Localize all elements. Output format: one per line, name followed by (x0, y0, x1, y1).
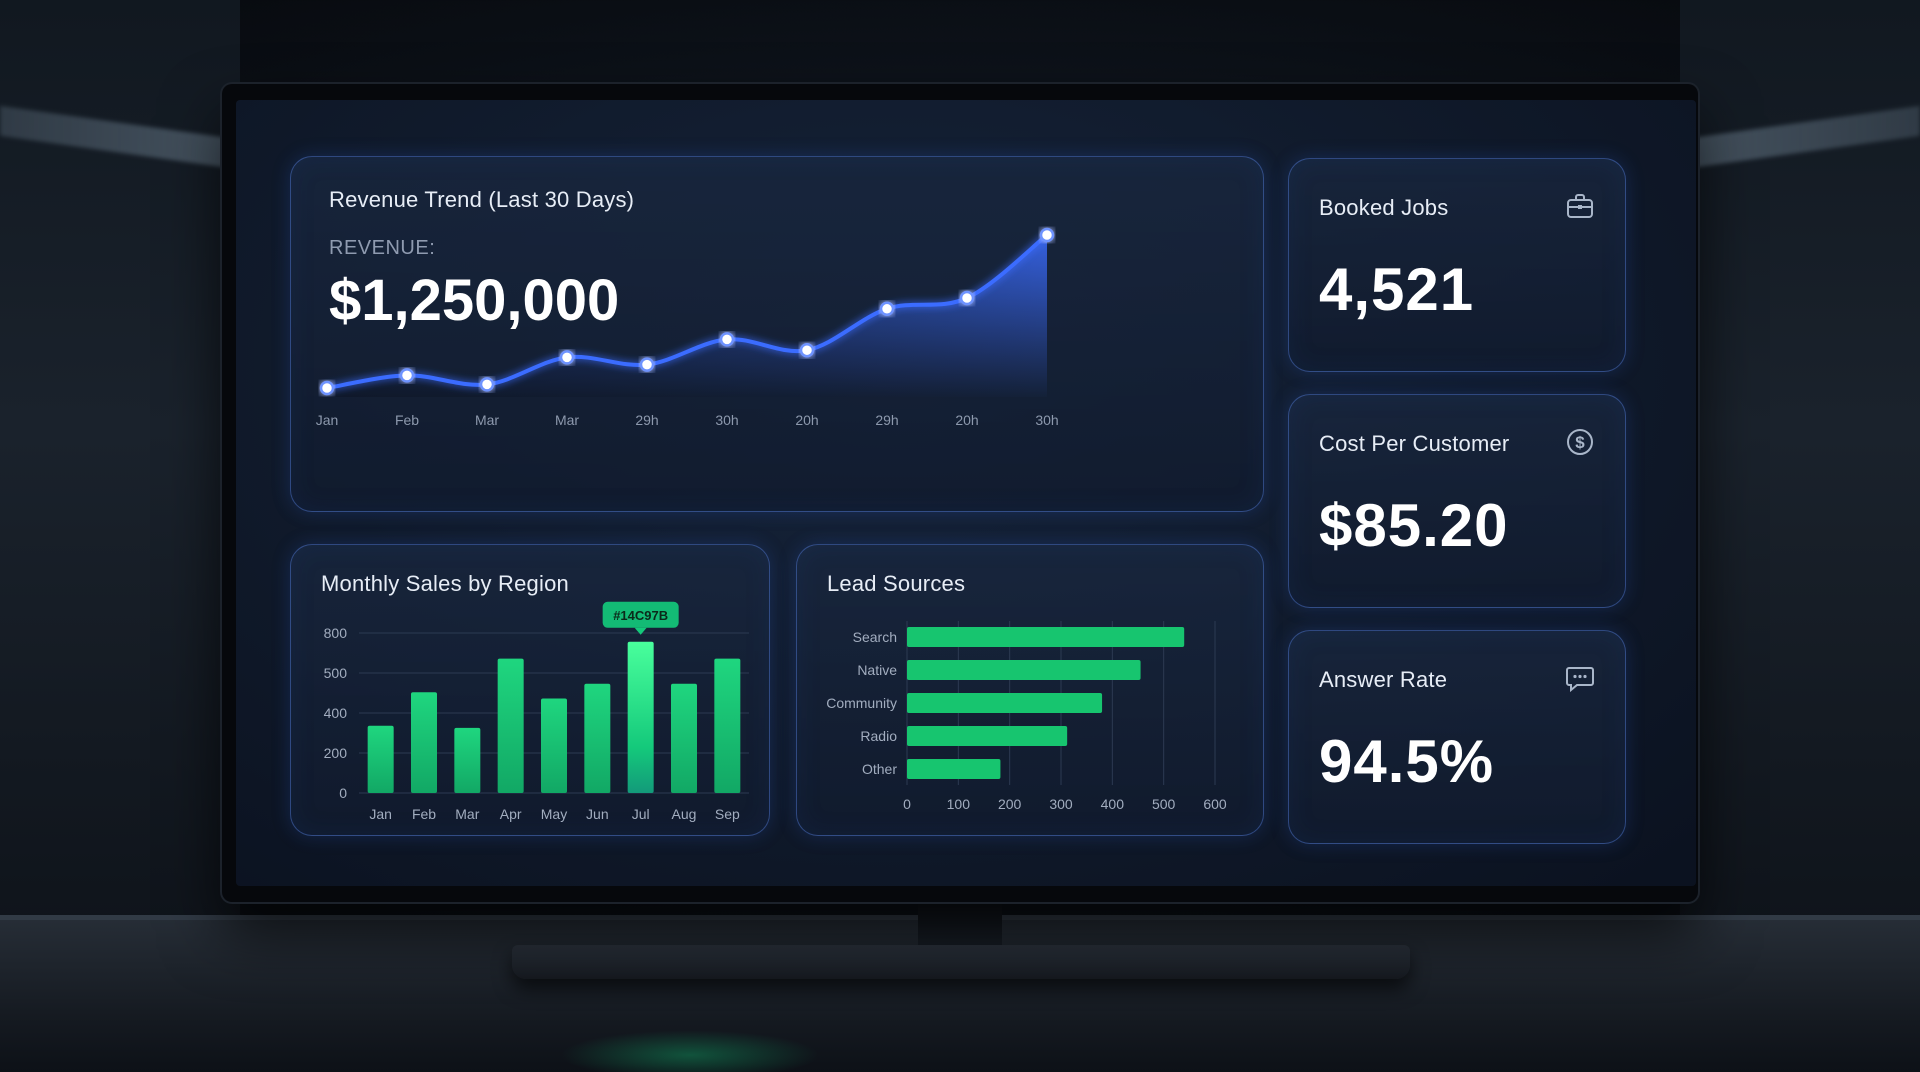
monthly-bar-may (541, 698, 567, 793)
revenue-x-tick-label: 30h (1035, 412, 1058, 428)
kpi-card-booked-jobs[interactable]: Booked Jobs 4,521 (1288, 158, 1626, 372)
monthly-bar-jan (367, 725, 394, 793)
desk-glow (560, 1030, 820, 1072)
monthly-y-tick-label: 200 (324, 745, 348, 761)
revenue-point (799, 342, 815, 358)
lead-x-tick-label: 300 (1049, 796, 1073, 812)
kpi-title: Booked Jobs (1319, 195, 1449, 220)
revenue-trend-chart: Jan Feb Mar Mar 29h 30h 20h 29h 20h 30h (316, 227, 1059, 428)
kpi-card-answer-rate[interactable]: Answer Rate 94.5% (1288, 630, 1626, 844)
kpi-title: Cost Per Customer (1319, 431, 1510, 456)
lead-bar-community (907, 693, 1103, 713)
lead-bar-radio (907, 726, 1068, 746)
revenue-x-tick-label: 29h (635, 412, 658, 428)
lead-y-tick-label: Radio (860, 728, 897, 744)
revenue-x-tick-label: 20h (795, 412, 818, 428)
lead-bar-native (907, 660, 1141, 680)
lead-y-tick-label: Native (857, 662, 897, 678)
monthly-bar-apr (497, 658, 524, 793)
monthly-bar-sep (714, 658, 741, 793)
revenue-point (479, 377, 495, 392)
monthly-y-tick-label: 400 (324, 705, 348, 721)
revenue-point (719, 332, 735, 347)
revenue-area-shade (327, 235, 1047, 397)
monthly-bar-aug (671, 683, 697, 793)
revenue-x-tick-label: Jan (316, 412, 339, 428)
monthly-x-tick-label: Jun (586, 806, 609, 822)
dashboard-screen: Revenue Trend (Last 30 Days) REVENUE: $1… (236, 100, 1696, 886)
kpi-value: $85.20 (1319, 492, 1509, 559)
revenue-label: REVENUE: (329, 237, 436, 259)
briefcase-icon (1567, 194, 1593, 218)
revenue-point (1039, 227, 1055, 243)
lead-x-tick-label: 0 (903, 796, 911, 812)
monthly-x-tick-label: Jul (632, 806, 650, 822)
monthly-bar-feb (411, 692, 437, 793)
monthly-bar-mar (454, 727, 481, 793)
revenue-x-tick-label: 30h (715, 412, 738, 428)
monthly-tooltip-box (602, 601, 679, 628)
monthly-sales-chart: 0 200 400 500 800 Jan Feb Mar Apr May Jun Jul Aug Sep… (324, 601, 749, 822)
revenue-point (959, 290, 975, 306)
monthly-y-tick-label: 0 (339, 785, 347, 801)
lead-sources-card[interactable]: Lead Sources 0 100 200 300 400 500 600 Search Na… (796, 544, 1264, 836)
lead-y-tick-label: Search (853, 629, 897, 645)
revenue-point (319, 380, 335, 396)
monthly-bar-jul (627, 641, 654, 793)
lead-y-tick-label: Other (862, 761, 897, 777)
monthly-x-tick-label: May (541, 806, 567, 822)
kpi-title: Answer Rate (1319, 667, 1448, 692)
dollar-circle-icon: $ (1567, 429, 1593, 455)
revenue-x-tick-label: Feb (395, 412, 419, 428)
lead-x-tick-label: 200 (998, 796, 1022, 812)
lead-card-title: Lead Sources (827, 571, 966, 596)
lead-x-tick-label: 400 (1101, 796, 1125, 812)
lead-sources-chart: 0 100 200 300 400 500 600 Search Native Community… (826, 621, 1227, 812)
revenue-trend-card[interactable]: Revenue Trend (Last 30 Days) REVENUE: $1… (290, 156, 1264, 512)
monitor-stand-base (512, 945, 1410, 979)
revenue-x-tick-label: Mar (555, 412, 579, 428)
monthly-sales-card[interactable]: Monthly Sales by Region 0 200 400 500 800 Jan… (290, 544, 770, 836)
kpi-value: 4,521 (1319, 256, 1475, 323)
revenue-card-title: Revenue Trend (Last 30 Days) (329, 187, 635, 212)
monthly-x-tick-label: Sep (715, 806, 740, 822)
background-room-right (1680, 0, 1920, 1072)
lead-x-tick-label: 600 (1203, 796, 1227, 812)
revenue-point (639, 357, 655, 372)
monthly-x-tick-label: Apr (500, 806, 522, 822)
lead-bar-other (907, 759, 1001, 779)
monthly-tooltip-label: #14C97B (613, 608, 668, 623)
monthly-card-title: Monthly Sales by Region (321, 571, 569, 596)
background-room-left (0, 0, 240, 1072)
monthly-y-tick-label: 500 (324, 665, 348, 681)
monthly-x-tick-label: Feb (412, 806, 436, 822)
kpi-card-cost-per-customer[interactable]: Cost Per Customer $85.20 $ (1288, 394, 1626, 608)
revenue-point (399, 368, 415, 383)
monthly-x-tick-label: Aug (672, 806, 697, 822)
revenue-x-tick-label: 29h (875, 412, 898, 428)
monthly-bar-jun (584, 683, 611, 793)
monthly-x-tick-label: Mar (455, 806, 479, 822)
chat-bubble-icon (1566, 667, 1594, 693)
revenue-x-tick-label: 20h (955, 412, 978, 428)
monthly-x-tick-label: Jan (369, 806, 392, 822)
revenue-value: $1,250,000 (329, 268, 620, 333)
svg-text:$: $ (1575, 433, 1585, 452)
monthly-y-tick-label: 800 (324, 625, 348, 641)
monthly-tooltip-pointer (634, 627, 647, 635)
lead-bar-search (907, 627, 1185, 647)
revenue-point (559, 350, 575, 365)
revenue-x-tick-label: Mar (475, 412, 499, 428)
lead-x-tick-label: 500 (1152, 796, 1176, 812)
revenue-line (326, 233, 1049, 390)
kpi-value: 94.5% (1319, 728, 1495, 795)
lead-x-tick-label: 100 (947, 796, 971, 812)
lead-y-tick-label: Community (826, 695, 897, 711)
revenue-point (879, 301, 895, 317)
